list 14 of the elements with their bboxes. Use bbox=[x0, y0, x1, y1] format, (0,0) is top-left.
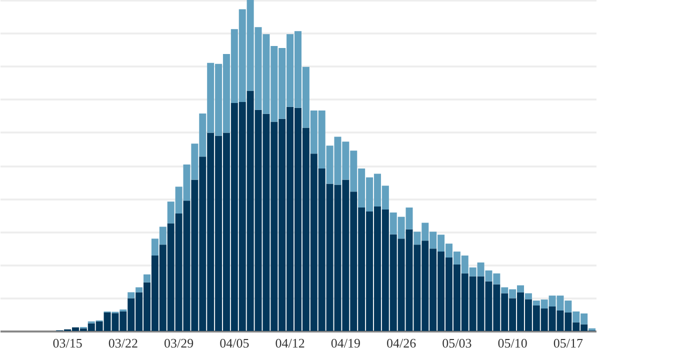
x-tick-label: 04/12 bbox=[275, 336, 305, 350]
x-tick-label: 03/15 bbox=[52, 336, 82, 350]
x-tick-label: 05/17 bbox=[553, 336, 584, 350]
bar bbox=[128, 292, 135, 298]
x-tick-label: 05/03 bbox=[442, 336, 472, 350]
x-tick-label: 04/19 bbox=[330, 336, 360, 350]
x-tick-label: 03/22 bbox=[108, 336, 138, 350]
x-tick-label: 03/29 bbox=[164, 336, 194, 350]
bar bbox=[524, 293, 532, 300]
x-tick-label: 04/26 bbox=[386, 336, 417, 350]
x-tick-label: 04/05 bbox=[220, 336, 250, 350]
bar bbox=[144, 274, 151, 282]
bar bbox=[136, 287, 143, 292]
x-tick-label: 05/10 bbox=[498, 336, 528, 350]
